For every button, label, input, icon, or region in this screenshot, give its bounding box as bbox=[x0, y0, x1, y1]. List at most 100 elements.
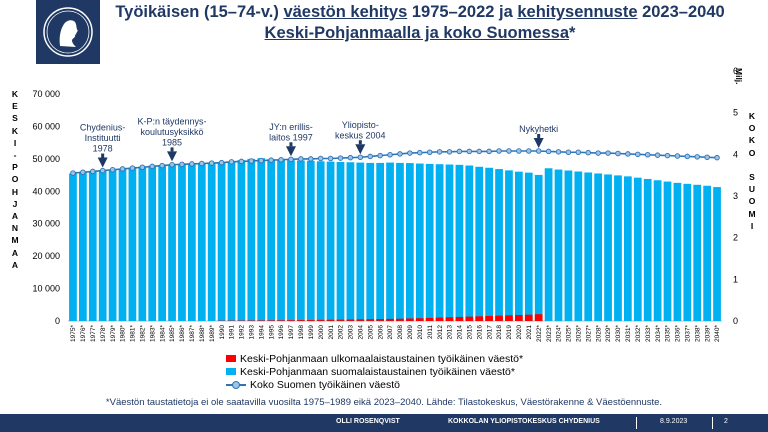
x-tick-label: 2000 bbox=[318, 325, 325, 340]
annotation-arrow-icon bbox=[97, 157, 108, 168]
bar-foreign-origin bbox=[405, 318, 414, 321]
finland-point bbox=[80, 169, 86, 175]
finland-point bbox=[367, 153, 373, 160]
finland-point bbox=[625, 151, 631, 157]
bar-finnish-origin bbox=[88, 171, 97, 321]
bar-finnish-origin bbox=[643, 178, 652, 321]
left-tick-label: 70 000 bbox=[32, 89, 60, 99]
x-tick-label: 1998 bbox=[298, 325, 305, 340]
bar-finnish-origin bbox=[425, 163, 434, 321]
x-tick-label: 2017 bbox=[486, 325, 493, 340]
x-tick-label: 1988* bbox=[199, 325, 206, 342]
finland-point bbox=[228, 159, 235, 165]
x-tick-label: 2009 bbox=[407, 325, 414, 340]
right-tick-label: 3 bbox=[733, 191, 738, 201]
x-tick-label: 2035* bbox=[665, 325, 672, 342]
x-tick-label: 2003 bbox=[348, 325, 355, 340]
finland-point bbox=[327, 155, 334, 162]
legend-label: Keski-Pohjanmaan ulkomaalaistaustainen t… bbox=[240, 352, 524, 365]
x-tick-label: 1999 bbox=[308, 325, 315, 340]
bar-finnish-origin bbox=[475, 166, 484, 321]
footer-separator bbox=[636, 417, 637, 429]
x-tick-label: 2024* bbox=[556, 325, 563, 342]
finland-point bbox=[417, 149, 423, 156]
vertical-label-letter: - bbox=[13, 150, 17, 161]
legend-label: Koko Suomen työikäinen väestö bbox=[250, 378, 401, 391]
finland-point bbox=[278, 156, 284, 163]
finland-point bbox=[377, 152, 383, 159]
finland-point bbox=[585, 149, 591, 156]
bar-foreign-origin bbox=[524, 314, 533, 321]
annotation-arrow-stem bbox=[358, 140, 362, 145]
finland-point bbox=[308, 156, 314, 162]
bar-foreign-origin bbox=[356, 319, 365, 321]
annotation-label: Instituutti bbox=[85, 133, 121, 143]
bar-finnish-origin bbox=[237, 160, 246, 321]
x-tick-label: 1978* bbox=[100, 325, 107, 342]
finland-point bbox=[248, 158, 255, 164]
bar-foreign-origin bbox=[435, 317, 444, 321]
x-tick-label: 2019 bbox=[506, 325, 513, 340]
bar-finnish-origin bbox=[653, 180, 662, 321]
finland-point bbox=[526, 148, 532, 154]
x-tick-label: 1979* bbox=[110, 325, 117, 342]
vertical-label-letter: M bbox=[11, 235, 19, 246]
right-tick-label: 1 bbox=[733, 274, 738, 284]
finland-point bbox=[317, 155, 324, 162]
title-part: 2023–2040 bbox=[637, 3, 725, 21]
bar-finnish-origin bbox=[217, 163, 226, 321]
finland-point bbox=[674, 153, 681, 159]
x-tick-label: 2015 bbox=[467, 325, 474, 340]
bar-finnish-origin bbox=[247, 158, 256, 321]
x-tick-label: 2002 bbox=[338, 325, 345, 340]
finland-point bbox=[575, 149, 582, 155]
annotation-label: K-P:n täydennys- bbox=[138, 116, 207, 126]
annotation-arrow-stem bbox=[170, 147, 174, 152]
bar-finnish-origin bbox=[316, 161, 325, 321]
annotation-label: Nykyhetki bbox=[519, 124, 558, 134]
bar-finnish-origin bbox=[415, 163, 424, 321]
x-tick-label: 2030* bbox=[615, 325, 622, 342]
bar-finnish-origin bbox=[148, 165, 157, 321]
x-tick-label: 1980* bbox=[120, 325, 127, 342]
finland-point bbox=[407, 150, 413, 156]
bar-finnish-origin bbox=[168, 164, 176, 321]
x-tick-label: 1983* bbox=[149, 325, 156, 342]
finland-point bbox=[644, 151, 651, 158]
footer-separator bbox=[712, 417, 713, 429]
vertical-label-letter: E bbox=[12, 101, 18, 112]
x-tick-label: 2026* bbox=[576, 325, 583, 342]
finland-point bbox=[347, 154, 354, 161]
vertical-label-letter: I bbox=[750, 220, 754, 231]
annotation-label: laitos 1997 bbox=[269, 132, 313, 142]
x-tick-label: 2018 bbox=[496, 325, 503, 340]
bar-finnish-origin bbox=[227, 162, 236, 321]
finland-point bbox=[605, 150, 611, 156]
chart-area: 0 10 000 20 000 30 000 40 000 50 000 60 000 70 … bbox=[32, 66, 738, 342]
finland-point bbox=[179, 161, 185, 168]
bar-foreign-origin bbox=[346, 319, 355, 321]
bar-finnish-origin bbox=[396, 162, 404, 321]
bar-foreign-origin bbox=[415, 318, 424, 321]
x-tick-label: 2006 bbox=[377, 325, 384, 340]
x-tick-label: 2029* bbox=[605, 325, 612, 342]
bar-finnish-origin bbox=[197, 163, 206, 321]
bar-finnish-origin bbox=[604, 174, 612, 321]
title-part-underlined: Keski-Pohjanmaalla ja koko Suomessa bbox=[264, 24, 570, 42]
university-logo-icon bbox=[43, 7, 93, 57]
x-tick-label: 2012 bbox=[437, 325, 444, 340]
finland-point bbox=[149, 163, 155, 170]
bar-foreign-origin bbox=[376, 319, 385, 321]
bar-finnish-origin bbox=[534, 174, 543, 321]
left-tick-label: 50 000 bbox=[32, 154, 60, 164]
finland-point bbox=[466, 148, 473, 155]
logo-box bbox=[36, 0, 100, 64]
bar-finnish-origin bbox=[445, 164, 454, 321]
vertical-label-letter: A bbox=[11, 259, 19, 270]
bar-foreign-origin bbox=[475, 316, 484, 321]
finland-point bbox=[357, 154, 364, 160]
vertical-label-letter: N bbox=[11, 223, 19, 234]
finland-point bbox=[535, 148, 542, 154]
title-part-underlined: väestön kehitys bbox=[283, 3, 408, 21]
finland-point bbox=[456, 148, 463, 155]
